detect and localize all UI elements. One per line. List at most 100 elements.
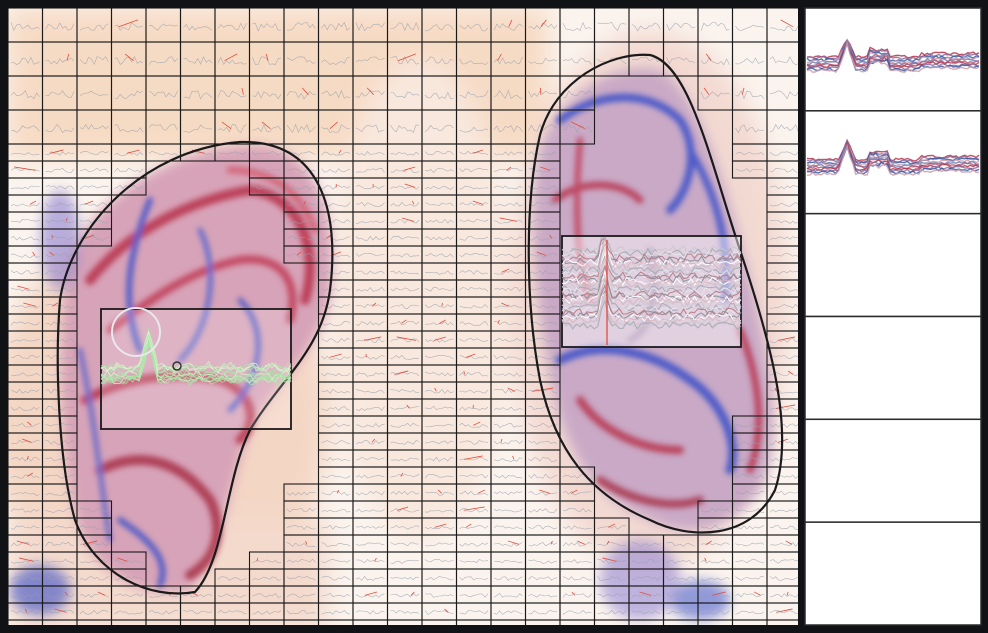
grid-cell[interactable] xyxy=(766,619,802,633)
grid-cell[interactable] xyxy=(662,619,699,633)
grid-cell[interactable] xyxy=(352,619,389,633)
grid-cell[interactable] xyxy=(559,109,596,145)
grid-cell[interactable] xyxy=(110,177,147,196)
cell-trace xyxy=(321,457,351,461)
cell-spike xyxy=(463,370,465,375)
side-trace xyxy=(806,39,980,61)
side-panel-row[interactable] xyxy=(804,315,982,421)
grid-cell[interactable] xyxy=(593,619,630,633)
cell-trace xyxy=(10,236,40,241)
grid-cell[interactable] xyxy=(697,619,734,633)
cell-trace xyxy=(79,185,109,190)
cell-spike xyxy=(261,121,271,130)
roi-trace xyxy=(561,264,742,294)
cell-trace xyxy=(700,507,730,513)
marker-dot[interactable] xyxy=(172,361,182,371)
cell-trace xyxy=(735,490,765,494)
cell-spike xyxy=(394,370,409,375)
side-trace xyxy=(806,141,980,172)
roi-left[interactable] xyxy=(100,308,292,430)
cell-spike xyxy=(366,87,375,95)
grid-cell[interactable] xyxy=(145,619,182,633)
right-organ-outline[interactable] xyxy=(527,53,784,534)
cell-trace xyxy=(528,594,558,598)
grid-cell[interactable] xyxy=(41,619,78,633)
grid-cell[interactable] xyxy=(8,619,44,633)
grid-cell[interactable] xyxy=(76,228,113,247)
cell-spike xyxy=(97,591,106,596)
cell-trace xyxy=(528,473,558,479)
grid-cell[interactable] xyxy=(455,619,492,633)
cell-trace xyxy=(45,338,75,343)
roi-trace xyxy=(561,278,742,310)
cell-trace xyxy=(666,559,696,564)
cell-trace xyxy=(217,593,247,598)
cell-trace xyxy=(459,286,489,292)
cell-trace xyxy=(390,320,420,326)
side-panel-row[interactable] xyxy=(804,521,982,626)
cell-trace xyxy=(355,559,385,564)
cell-trace xyxy=(355,525,385,529)
cell-trace xyxy=(114,151,144,156)
grid-cell[interactable] xyxy=(110,619,147,633)
grid-cell[interactable] xyxy=(283,619,320,633)
cell-trace xyxy=(390,406,420,410)
grid-cell[interactable] xyxy=(214,619,251,633)
grid-cell[interactable] xyxy=(179,619,216,633)
cell-spike xyxy=(774,387,777,392)
side-panel-row[interactable] xyxy=(804,212,982,318)
left-organ-outline[interactable] xyxy=(56,140,334,595)
grid-cell[interactable] xyxy=(421,619,458,633)
main-viewer[interactable] xyxy=(0,8,802,633)
cell-trace xyxy=(735,542,765,547)
roi-trace xyxy=(561,279,742,312)
cell-trace xyxy=(459,440,489,445)
cell-trace xyxy=(493,593,523,598)
side-panel-row[interactable] xyxy=(804,418,982,523)
cell-spike xyxy=(741,87,745,95)
cell-trace xyxy=(424,338,454,343)
cell-spike xyxy=(472,200,484,205)
grid-cell[interactable] xyxy=(317,619,354,633)
cell-trace xyxy=(10,492,40,496)
cell-trace xyxy=(355,508,385,513)
cell-trace xyxy=(148,609,178,615)
grid-cell[interactable] xyxy=(76,619,113,633)
cell-spike xyxy=(32,251,36,256)
side-panel-row[interactable] xyxy=(804,110,982,215)
cell-trace xyxy=(424,474,454,479)
cell-trace xyxy=(459,474,489,479)
grid-cell[interactable] xyxy=(248,619,285,633)
ring-cursor[interactable] xyxy=(111,307,161,357)
cell-trace xyxy=(355,406,385,411)
cell-trace xyxy=(390,593,420,598)
side-panel-row[interactable] xyxy=(804,7,982,112)
grid-cell[interactable] xyxy=(524,619,561,633)
cell-trace xyxy=(45,168,75,173)
cell-trace xyxy=(321,439,351,445)
grid-cell[interactable] xyxy=(559,619,596,633)
cell-trace xyxy=(10,185,40,190)
cell-trace xyxy=(493,270,523,275)
grid-cell[interactable] xyxy=(386,619,423,633)
roi-grid[interactable] xyxy=(8,8,802,633)
grid-cell[interactable] xyxy=(490,619,527,633)
cell-trace xyxy=(493,185,523,189)
cell-trace xyxy=(321,21,351,31)
cell-trace xyxy=(459,304,489,309)
cell-spike xyxy=(400,472,404,477)
cell-trace xyxy=(700,91,730,100)
cell-trace xyxy=(459,235,489,241)
cell-spike xyxy=(303,200,307,205)
cell-trace xyxy=(459,389,489,394)
grid-cell[interactable] xyxy=(731,619,768,633)
cell-trace xyxy=(321,151,351,156)
cell-spike xyxy=(540,19,547,27)
roi-right[interactable] xyxy=(561,235,742,348)
side-trace xyxy=(806,139,980,164)
cell-trace xyxy=(597,525,627,530)
grid-cell[interactable] xyxy=(628,619,665,633)
cell-spike xyxy=(326,234,332,239)
cell-trace xyxy=(390,185,420,190)
cell-spike xyxy=(221,121,232,130)
